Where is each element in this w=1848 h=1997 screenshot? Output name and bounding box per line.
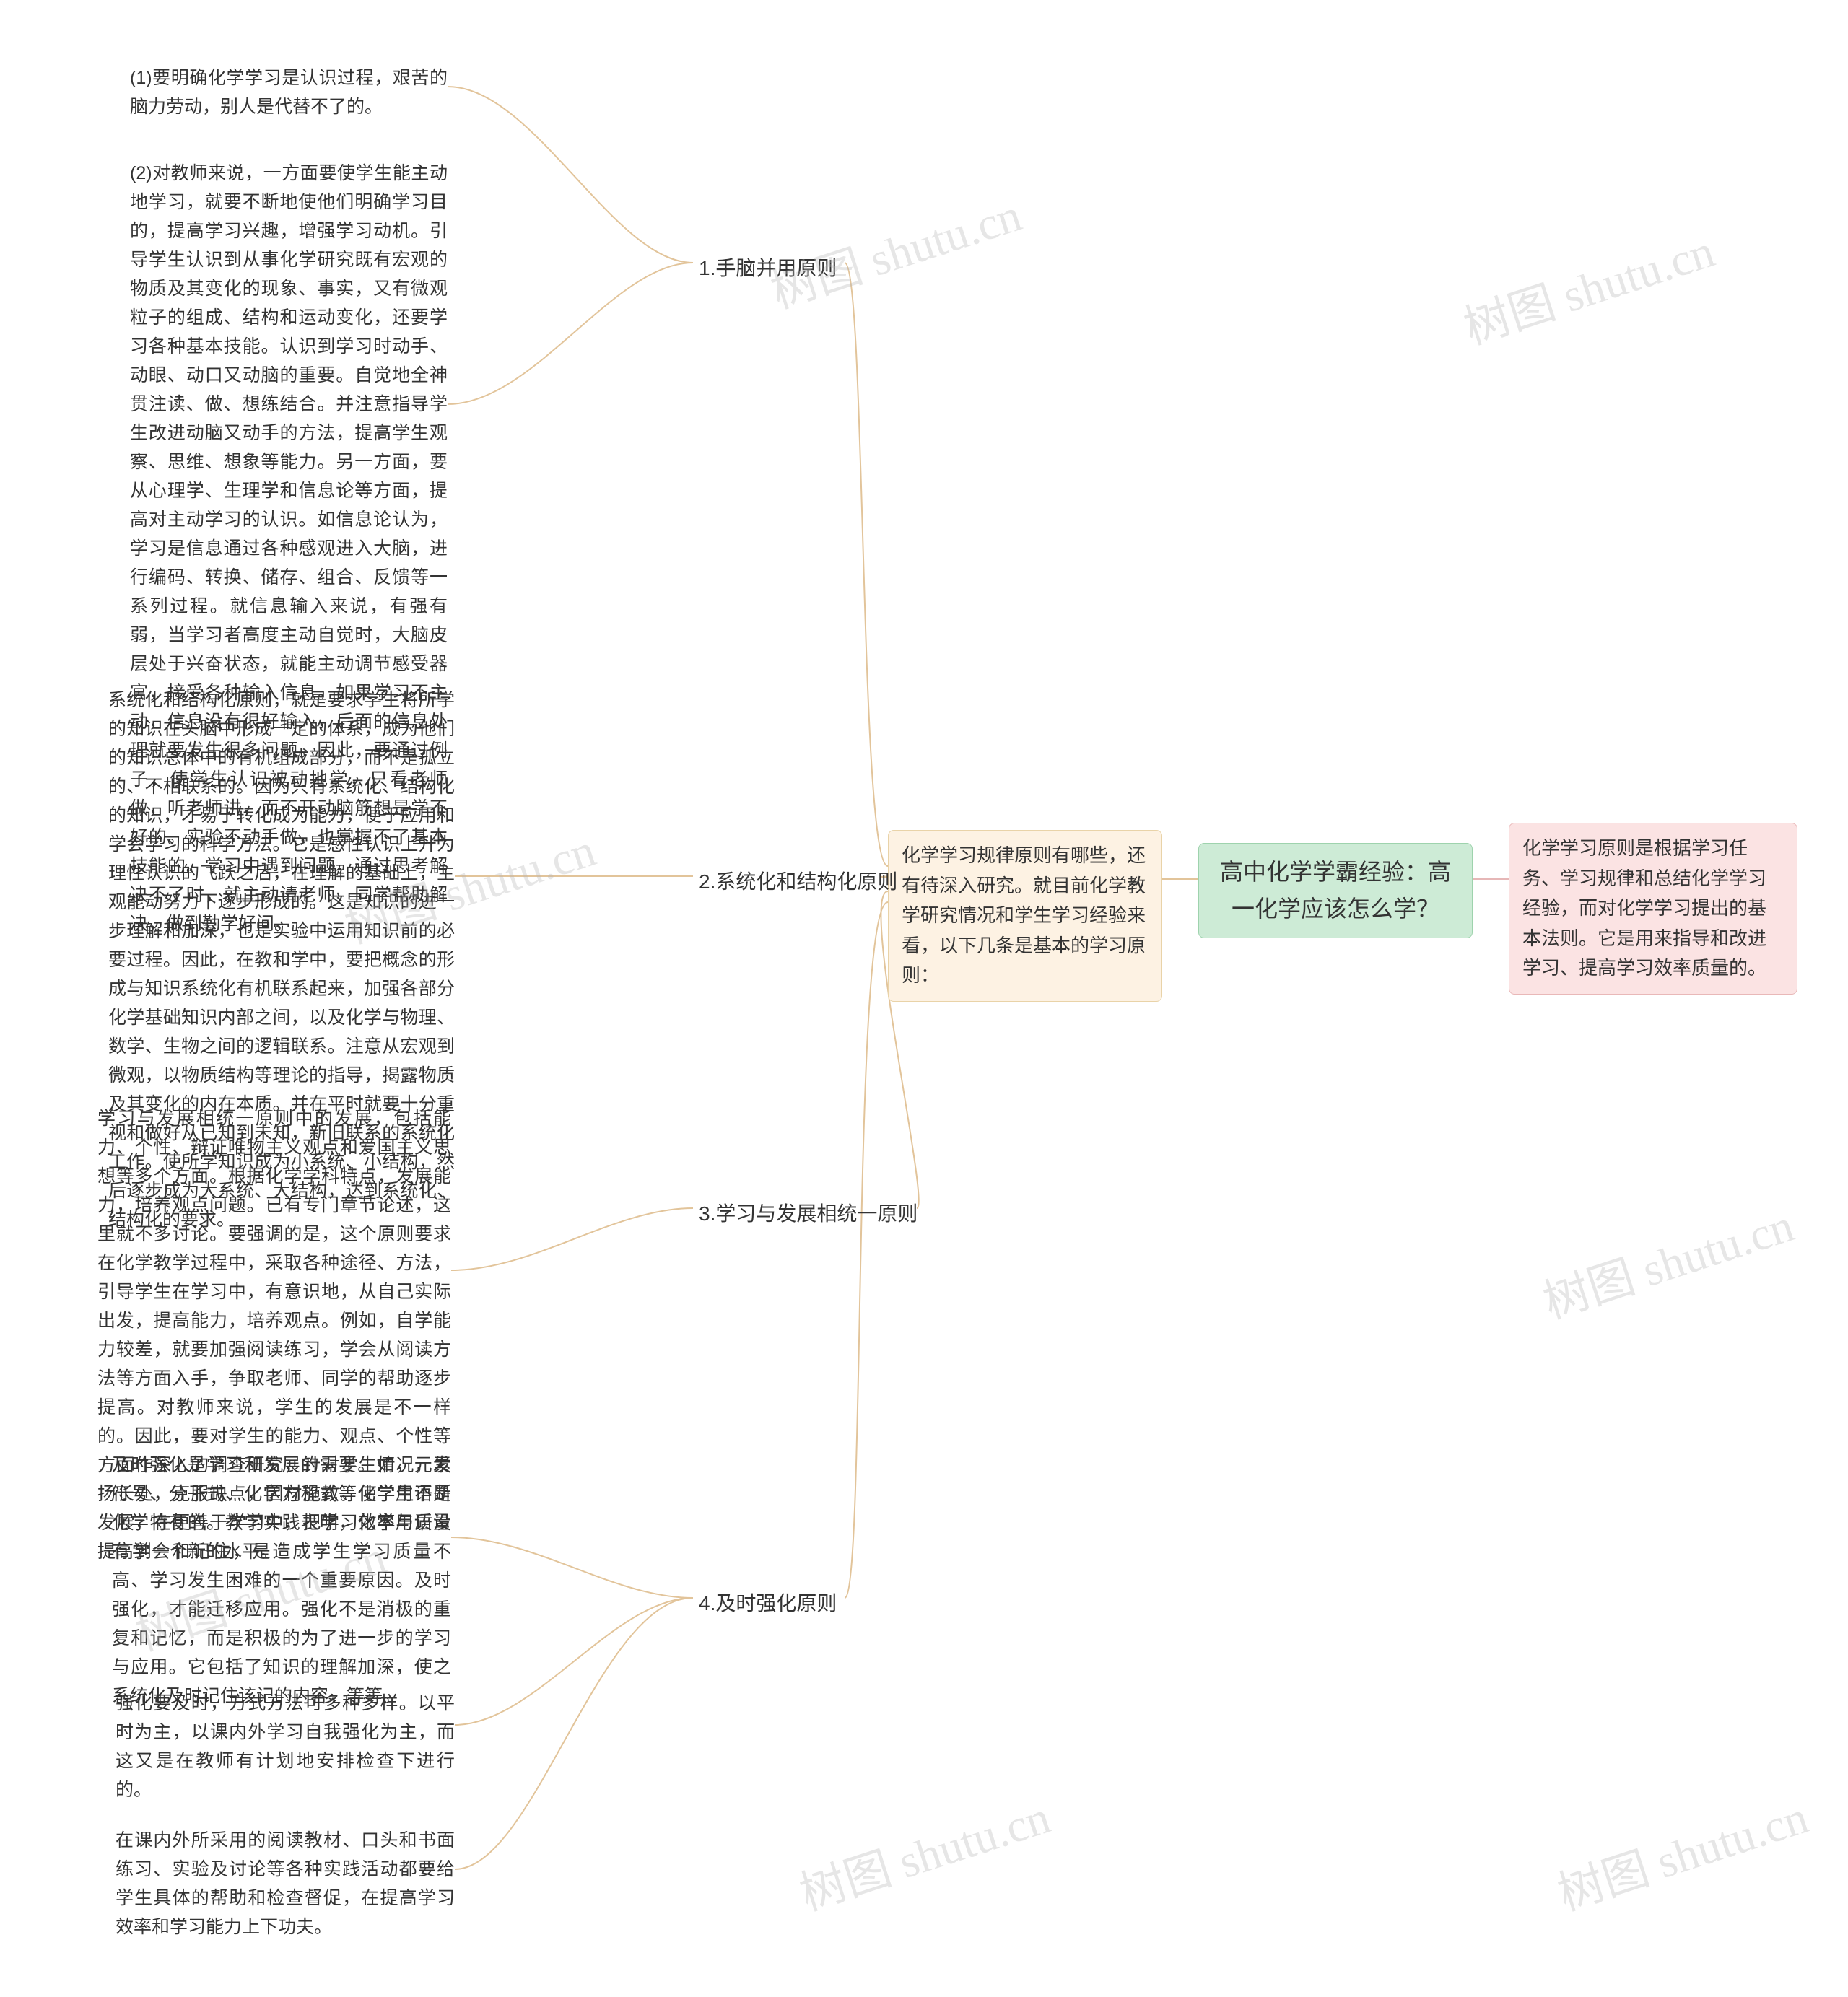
- watermark: 树图 shutu.cn: [1455, 214, 1722, 357]
- watermark: 树图 shutu.cn: [1534, 1189, 1801, 1332]
- intro-node[interactable]: 化学学习规律原则有哪些，还有待深入研究。就目前化学教学研究情况和学生学习经验来看…: [888, 830, 1162, 1002]
- watermark: 树图 shutu.cn: [1548, 1780, 1816, 1923]
- watermark: 树图 shutu.cn: [762, 178, 1029, 321]
- root-node[interactable]: 高中化学学霸经验：高一化学应该怎么学？: [1198, 843, 1473, 938]
- principle-3[interactable]: 3.学习与发展相统一原则: [693, 1198, 923, 1231]
- leaf-4-1: 及时强化是学习和发展的需要。如，元素符号、分子式、化学方程式等化学用语是化学特有…: [112, 1451, 451, 1710]
- leaf-1-1: (1)要明确化学学习是认识过程，艰苦的脑力劳动，别人是代替不了的。: [130, 64, 448, 121]
- watermark: 树图 shutu.cn: [790, 1780, 1058, 1923]
- principle-2[interactable]: 2.系统化和结构化原则: [693, 866, 903, 899]
- principle-4[interactable]: 4.及时强化原则: [693, 1588, 842, 1620]
- principle-1[interactable]: 1.手脑并用原则: [693, 253, 842, 285]
- summary-node[interactable]: 化学学习原则是根据学习任务、学习规律和总结化学学习经验，而对化学学习提出的基本法…: [1509, 823, 1797, 995]
- leaf-4-2: 强化要及时，方式方法可多种多样。以平时为主，以课内外学习自我强化为主，而这又是在…: [116, 1689, 455, 1804]
- leaf-4-3: 在课内外所采用的阅读教材、口头和书面练习、实验及讨论等各种实践活动都要给学生具体…: [116, 1826, 455, 1941]
